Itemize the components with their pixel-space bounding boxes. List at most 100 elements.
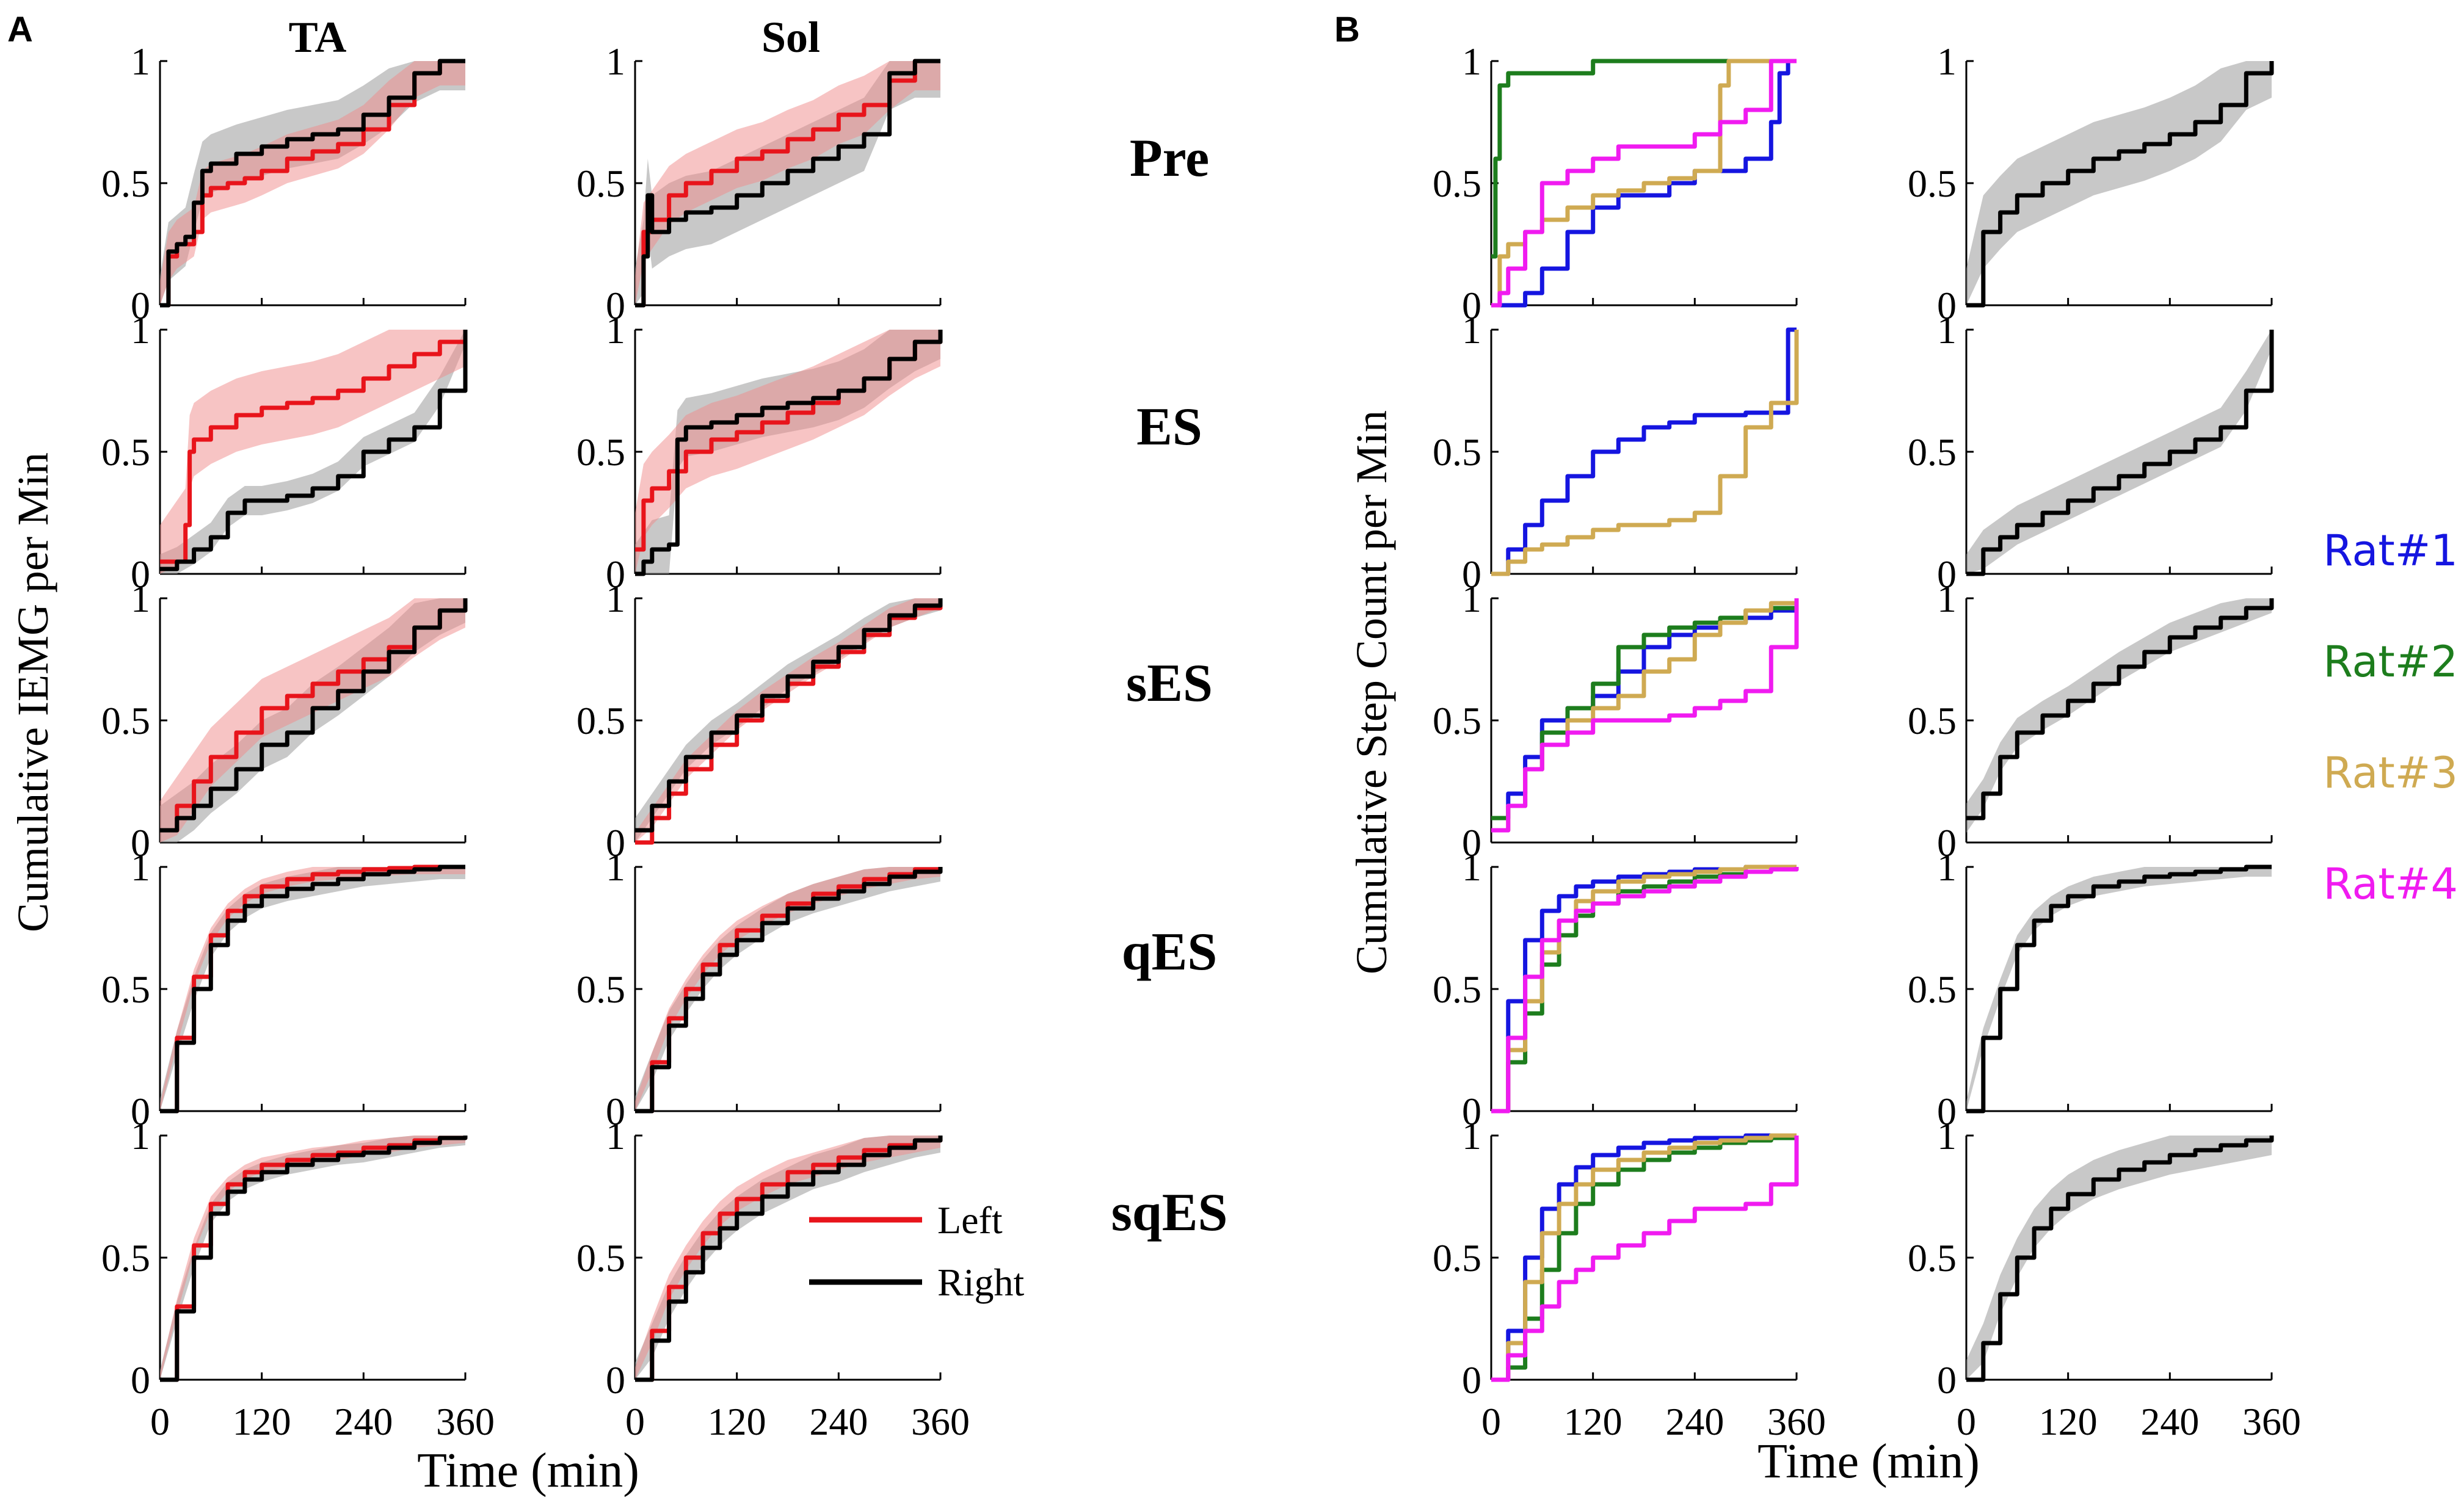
y-tick-label: 1 [131,40,150,83]
y-tick-label: 1 [1462,577,1481,620]
right-line [160,864,465,1114]
plot-a-sol-pre: 00.51 [576,40,942,327]
x-tick-label: 240 [334,1400,393,1443]
series-rat3 [1491,1133,1797,1382]
y-tick-label: 0.5 [1433,162,1481,205]
plot-a-ta-qes: 00.51 [101,846,467,1133]
y-tick-label: 0 [1937,1090,1957,1133]
y-tick-label: 1 [131,308,150,352]
y-tick-label: 0 [131,1090,150,1133]
series-rat1 [1491,598,1799,821]
x-tick-label: 120 [2039,1400,2098,1443]
plot-a-sol-qes: 00.51 [576,846,943,1133]
y-tick-label: 0.5 [101,968,150,1011]
series-rat3 [1491,864,1797,1114]
right-band [635,598,940,842]
right-line [635,59,940,308]
y-tick-label: 1 [606,1114,625,1158]
mean-line [1966,61,2274,308]
y-tick-label: 1 [1462,40,1481,83]
left-band [635,61,940,305]
x-axis-label-a: Time (min) [417,1444,639,1498]
rat-legend: Rat#1 Rat#2 Rat#3 Rat#4 [2323,526,2458,909]
y-tick-label: 1 [1462,308,1481,352]
y-tick-label: 0 [131,553,150,596]
y-tick-label: 0.5 [576,162,625,205]
y-tick-label: 0 [606,553,625,596]
series-rat2 [1491,59,1797,259]
mean-line [1966,864,2272,1114]
y-tick-label: 0 [131,284,150,327]
x-tick-label: 120 [1564,1400,1623,1443]
left-band [160,330,465,574]
panel-label-a: A [7,10,33,49]
x-axis-label-b: Time (min) [1757,1435,1980,1488]
legend-left-label: Left [937,1198,1003,1242]
column-title-ta: TA [289,13,347,62]
series-rat4 [1491,867,1799,1114]
column-title-sol: Sol [761,13,820,62]
series-rat2 [1491,598,1799,821]
y-tick-label: 0 [131,821,150,864]
x-tick-label: 0 [1957,1400,1976,1443]
y-tick-label: 0.5 [1433,1236,1481,1280]
series-rat1 [1491,327,1797,576]
y-tick-label: 0.5 [1433,699,1481,742]
plot-a-sol-ses: 00.51 [576,577,943,864]
y-tick-label: 0.5 [1433,430,1481,474]
series-rat1 [1491,59,1797,308]
right-line [160,59,465,308]
y-tick-label: 0 [1937,553,1957,596]
y-tick-label: 1 [131,846,150,889]
y-tick-label: 0.5 [101,430,150,474]
x-tick-label: 240 [2140,1400,2199,1443]
right-line [635,867,943,1114]
row-label-pre: Pre [1130,129,1209,188]
y-tick-label: 0 [1462,553,1481,596]
x-tick-label: 360 [1767,1400,1826,1443]
y-tick-label: 1 [131,1114,150,1158]
y-tick-label: 0.5 [1908,968,1957,1011]
mean-band [1966,61,2272,305]
series-rat3 [1491,59,1797,308]
rat-legend-4: Rat#4 [2323,859,2458,909]
y-tick-label: 1 [1937,308,1957,352]
x-tick-label: 120 [233,1400,291,1443]
left-line [635,59,940,308]
rat-legend-3: Rat#3 [2323,748,2458,798]
plot-b-mean-sqes: 0 0.5 1 0 120 240 360 [1908,1114,2301,1443]
y-tick-label: 0 [606,284,625,327]
plot-b-rats-pre: 00.51 [1433,40,1798,327]
legend-right-label: Right [937,1261,1024,1304]
y-tick-label: 0.5 [1433,968,1481,1011]
mean-line [1966,330,2274,576]
y-tick-label: 0.5 [1908,699,1957,742]
y-tick-label: 1 [1937,846,1957,889]
plot-a-sol-sqes: 0 0.5 1 0 120 240 360 [576,1114,970,1443]
y-tick-label: 0.5 [1908,430,1957,474]
y-tick-label: 0 [1937,821,1957,864]
y-tick-label: 0 [1462,1090,1481,1133]
y-tick-label: 1 [1462,846,1481,889]
y-tick-label: 1 [606,846,625,889]
x-tick-label: 120 [708,1400,766,1443]
plot-b-mean-es: 00.51 [1908,308,2274,596]
left-band [635,598,940,842]
left-line [635,598,943,845]
y-tick-label: 0.5 [101,162,150,205]
y-tick-label: 1 [1937,40,1957,83]
left-band [635,330,940,574]
left-line [160,864,465,1114]
x-tick-label: 360 [436,1400,495,1443]
right-line [160,598,468,833]
x-tick-label: 240 [809,1400,868,1443]
y-tick-label: 1 [131,577,150,620]
mean-line [1966,598,2274,821]
plot-b-mean-ses: 00.51 [1908,577,2274,864]
series-rat4 [1491,598,1799,833]
plot-b-rats-es: 00.51 [1433,308,1799,596]
plot-a-ta-ses: 00.51 [101,577,468,864]
y-tick-label: 0.5 [101,1236,150,1280]
y-tick-label: 0.5 [576,968,625,1011]
